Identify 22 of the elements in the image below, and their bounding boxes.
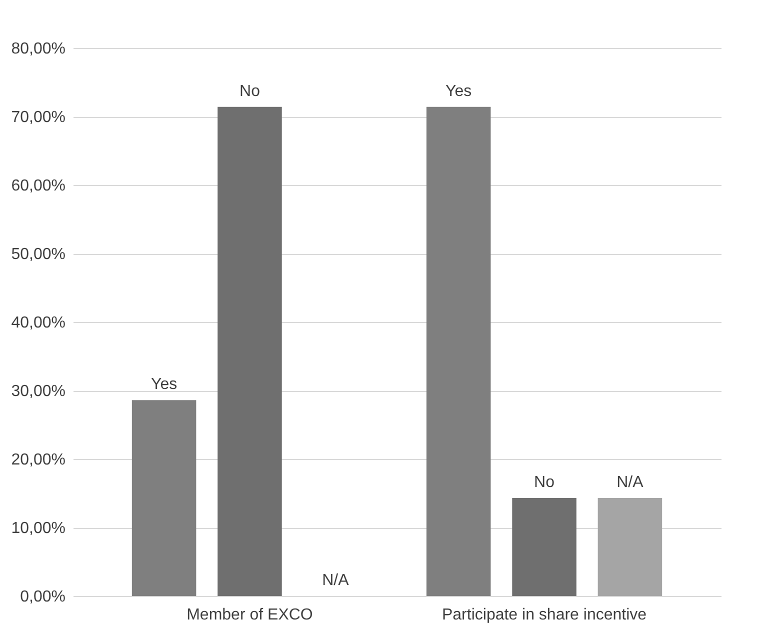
y-tick-label: 80,00% [11,40,66,58]
y-tick-label: 40,00% [11,314,66,332]
x-tick-label: Member of EXCO [186,606,313,624]
y-tick-label: 70,00% [11,109,66,126]
y-tick-label: 30,00% [11,383,66,400]
y-tick-label: 10,00% [11,520,66,537]
text: No [534,474,554,492]
series-label: No [240,82,260,100]
series-label: Yes [150,376,178,394]
bar [218,106,282,596]
y-tick-label: 60,00% [11,178,66,194]
bar [426,106,491,596]
y-tick-label: 20,00% [11,452,66,468]
bar [132,400,196,596]
bar [598,498,662,596]
text: Yes [446,82,472,100]
y-tick-label: 0,00% [20,588,66,606]
y-tick-label: 50,00% [11,246,66,263]
text: N/A [322,572,349,589]
x-tick-label: Participate in share incentive [442,606,647,624]
bar [512,498,576,596]
series-label: N/A [616,474,644,492]
